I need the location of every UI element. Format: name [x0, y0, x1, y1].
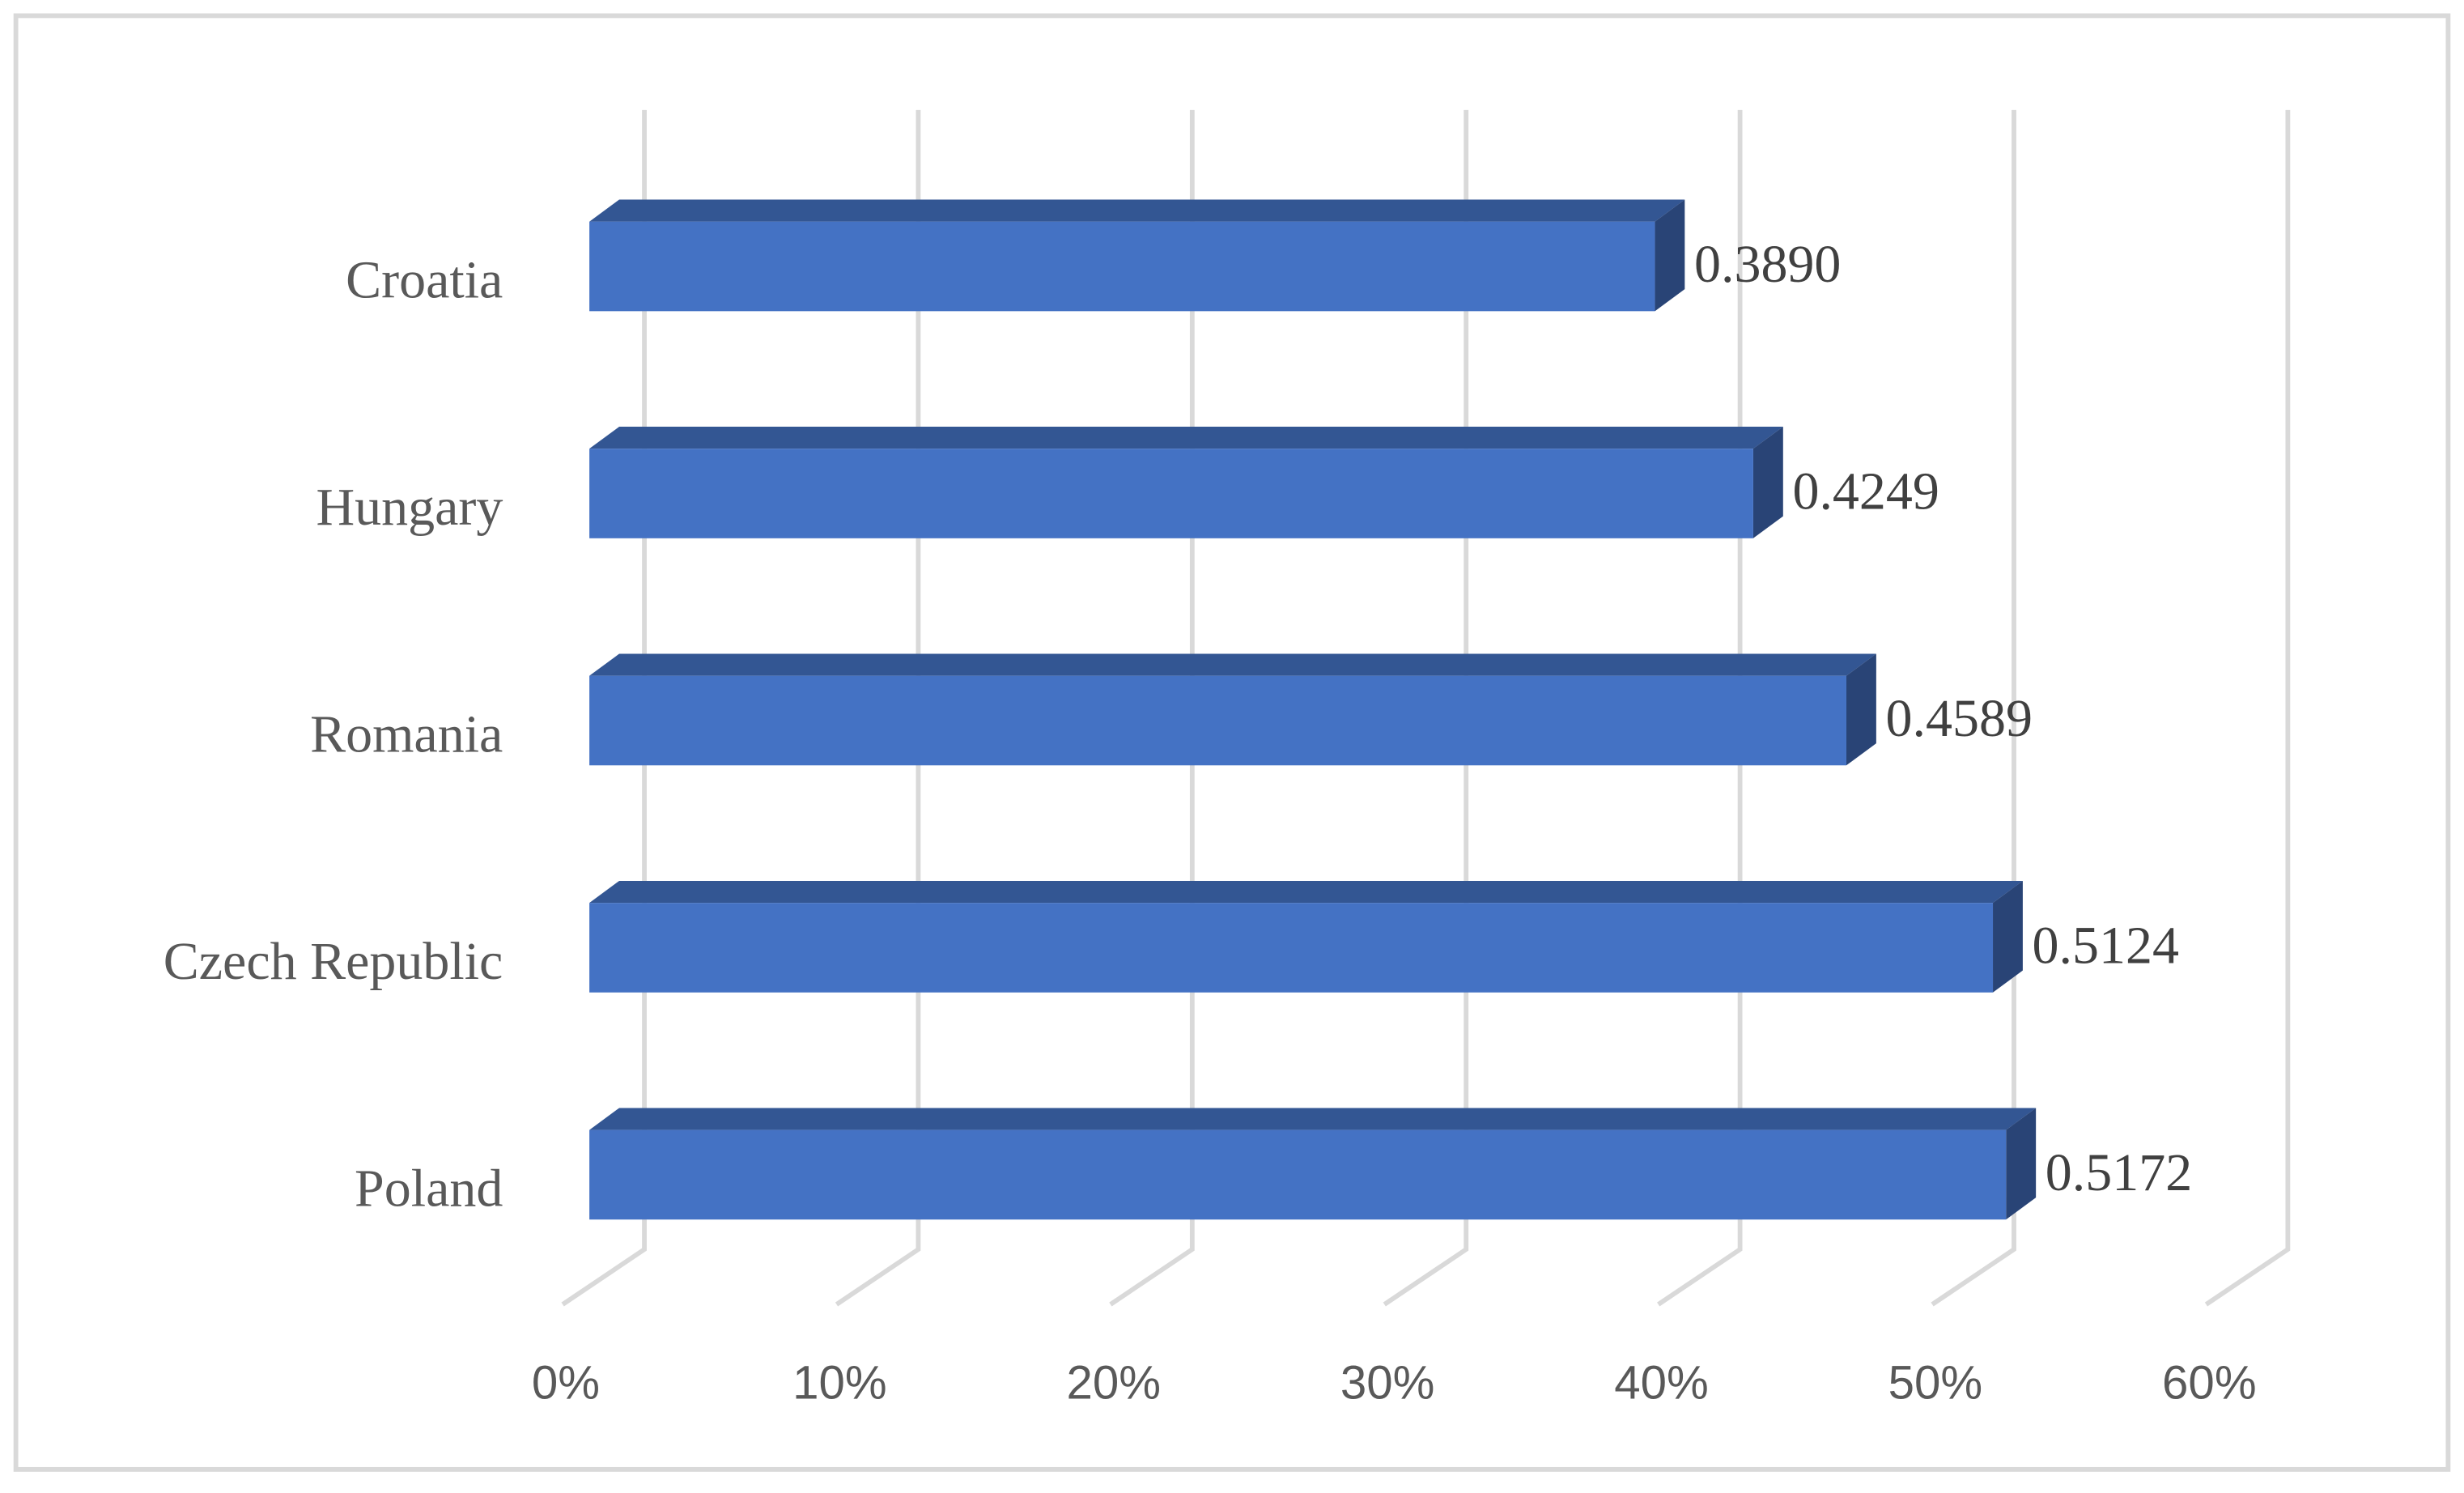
bar-side [1655, 199, 1685, 312]
bar-side [2006, 1108, 2037, 1220]
bar-top [589, 1108, 2037, 1130]
bar [589, 449, 1753, 538]
bar-top [589, 880, 2023, 904]
bar [589, 675, 1846, 766]
bar-top [589, 653, 1876, 676]
category-label: Poland [355, 1159, 503, 1218]
grid-line [2204, 109, 2291, 1307]
x-tick-label: 50% [1888, 1356, 1983, 1409]
x-tick-label: 0% [532, 1356, 600, 1409]
data-label: 0.5172 [2046, 1143, 2192, 1202]
data-label: 0.4249 [1792, 462, 1939, 521]
bar [589, 1129, 2007, 1220]
bar-top [589, 199, 1685, 222]
x-tick-label: 30% [1340, 1356, 1435, 1409]
grid-line [1931, 109, 2016, 1307]
data-label: 0.5124 [2033, 916, 2179, 975]
x-tick-label: 40% [1614, 1356, 1709, 1409]
category-label: Romania [310, 704, 503, 764]
bar-side [1846, 653, 1876, 766]
x-tick-label: 60% [2162, 1356, 2257, 1409]
bar-top [589, 426, 1783, 449]
x-tick-label: 20% [1067, 1356, 1162, 1409]
data-label: 0.3890 [1694, 235, 1841, 294]
data-label: 0.4589 [1886, 689, 2033, 748]
bar-side [1752, 426, 1783, 538]
category-label: Czech Republic [164, 932, 503, 991]
bar-side [1993, 880, 2023, 993]
bar [589, 903, 1994, 993]
category-label: Hungary [316, 478, 503, 537]
x-tick-label: 10% [792, 1356, 887, 1409]
bar [589, 221, 1655, 312]
category-label: Croatia [346, 250, 503, 309]
